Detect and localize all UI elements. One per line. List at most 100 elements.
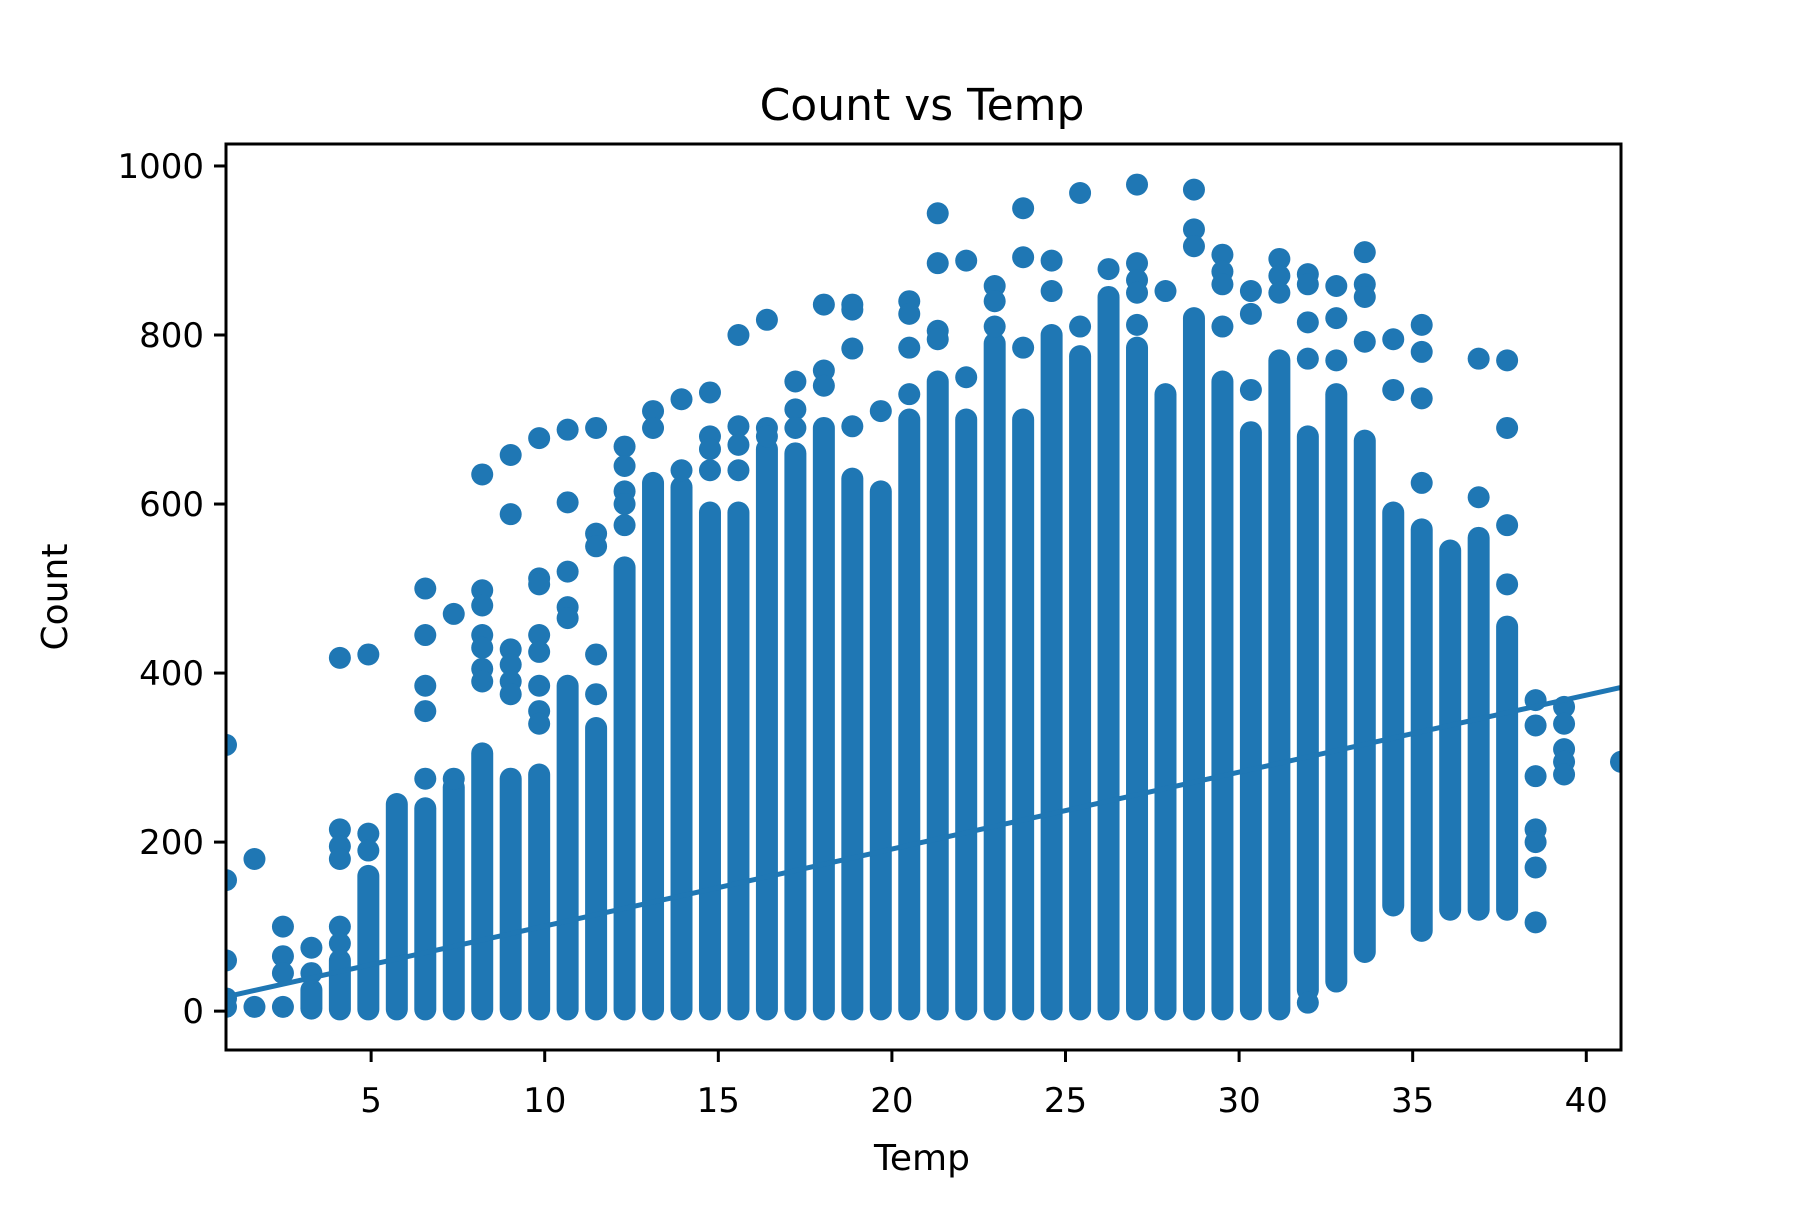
y-tick-label: 600	[139, 485, 204, 525]
x-tick-label: 25	[1044, 1081, 1087, 1121]
scatter-point	[1296, 991, 1319, 1014]
scatter-point	[226, 733, 237, 756]
point-column	[414, 797, 437, 1021]
scatter-point	[556, 491, 579, 514]
scatter-point	[1296, 311, 1319, 334]
point-column	[585, 716, 608, 1021]
scatter-point	[328, 818, 351, 841]
scatter-point	[926, 202, 949, 225]
point-column	[300, 978, 323, 1020]
scatter-point	[926, 328, 949, 351]
point-column	[755, 438, 778, 1021]
scatter-point	[869, 400, 892, 423]
scatter-point	[499, 683, 522, 706]
scatter-point	[812, 359, 835, 382]
scatter-point	[727, 433, 750, 456]
scatter-point	[613, 514, 636, 537]
scatter-point	[357, 822, 380, 845]
point-column	[955, 408, 978, 1021]
point-column	[1239, 421, 1262, 1021]
dense-points	[983, 332, 1006, 1021]
point-column	[1182, 307, 1205, 1021]
x-tick-label: 10	[523, 1081, 566, 1121]
scatter-point	[1296, 273, 1319, 296]
scatter-point	[499, 444, 522, 467]
scatter-point	[841, 337, 864, 360]
scatter-point	[812, 293, 835, 316]
scatter-point	[585, 643, 608, 666]
scatter-point	[1069, 182, 1092, 205]
scatter-point	[471, 579, 494, 602]
x-axis-label: Temp	[873, 1138, 970, 1179]
y-tick-label: 1000	[117, 147, 204, 187]
dense-points	[670, 476, 693, 1021]
point-column	[1154, 383, 1177, 1021]
scatter-point	[471, 670, 494, 693]
scatter-point	[414, 700, 437, 723]
scatter-point	[243, 847, 266, 870]
y-tick-label: 200	[139, 823, 204, 863]
point-column	[1126, 336, 1149, 1021]
scatter-point	[1325, 349, 1348, 372]
scatter-point	[1524, 911, 1547, 934]
scatter-point	[414, 577, 437, 600]
scatter-point	[1268, 281, 1291, 304]
dense-points	[784, 442, 807, 1021]
scatter-point	[1012, 197, 1035, 220]
scatter-point	[1524, 856, 1547, 879]
scatter-point	[642, 416, 665, 439]
dense-points	[300, 978, 323, 1020]
scatter-point	[528, 712, 551, 735]
point-column	[556, 674, 579, 1021]
point-column	[841, 467, 864, 1021]
scatter-point	[357, 839, 380, 862]
point-column	[1325, 383, 1348, 993]
scatter-point	[1610, 750, 1621, 773]
point-column	[1353, 429, 1376, 963]
scatter-point	[226, 995, 237, 1018]
scatter-point	[1040, 280, 1063, 303]
scatter-point	[585, 416, 608, 439]
scatter-point	[1325, 307, 1348, 330]
scatter-point	[983, 315, 1006, 338]
scatter-point	[528, 427, 551, 450]
point-column	[1012, 408, 1035, 1021]
y-tick-label: 400	[139, 654, 204, 694]
scatter-point	[926, 252, 949, 275]
point-column	[1496, 615, 1519, 921]
scatter-point	[1268, 247, 1291, 270]
scatter-point	[1211, 243, 1234, 266]
scatter-point	[1410, 387, 1433, 410]
scatter-point	[528, 573, 551, 596]
dense-points	[385, 793, 408, 1021]
scatter-point	[1524, 831, 1547, 854]
point-column	[1211, 370, 1234, 1021]
x-tick-label: 15	[697, 1081, 740, 1121]
point-column	[471, 742, 494, 1021]
x-tick-label: 35	[1391, 1081, 1434, 1121]
scatter-point	[1410, 340, 1433, 363]
x-tick-label: 40	[1565, 1081, 1608, 1121]
scatter-point	[898, 336, 921, 359]
scatter-point	[414, 767, 437, 790]
dense-points	[1353, 429, 1376, 963]
scatter-point	[1040, 249, 1063, 272]
scatter-point	[1496, 349, 1519, 372]
dense-points	[841, 467, 864, 1021]
scatter-point	[1126, 313, 1149, 336]
scatter-point	[1382, 378, 1405, 401]
scatter-point	[1097, 258, 1120, 281]
scatter-point	[1467, 347, 1490, 370]
scatter-point	[1496, 514, 1519, 537]
scatter-point	[226, 949, 237, 972]
point-column	[698, 501, 721, 1021]
scatter-point	[1012, 336, 1035, 359]
dense-points	[1069, 345, 1092, 1021]
dense-points	[1097, 285, 1120, 1021]
scatter-point	[898, 302, 921, 325]
scatter-point	[328, 932, 351, 955]
y-axis: 0 200 400 600 800 1000	[117, 147, 226, 1032]
scatter-point	[1524, 714, 1547, 737]
scatter-point	[528, 674, 551, 697]
